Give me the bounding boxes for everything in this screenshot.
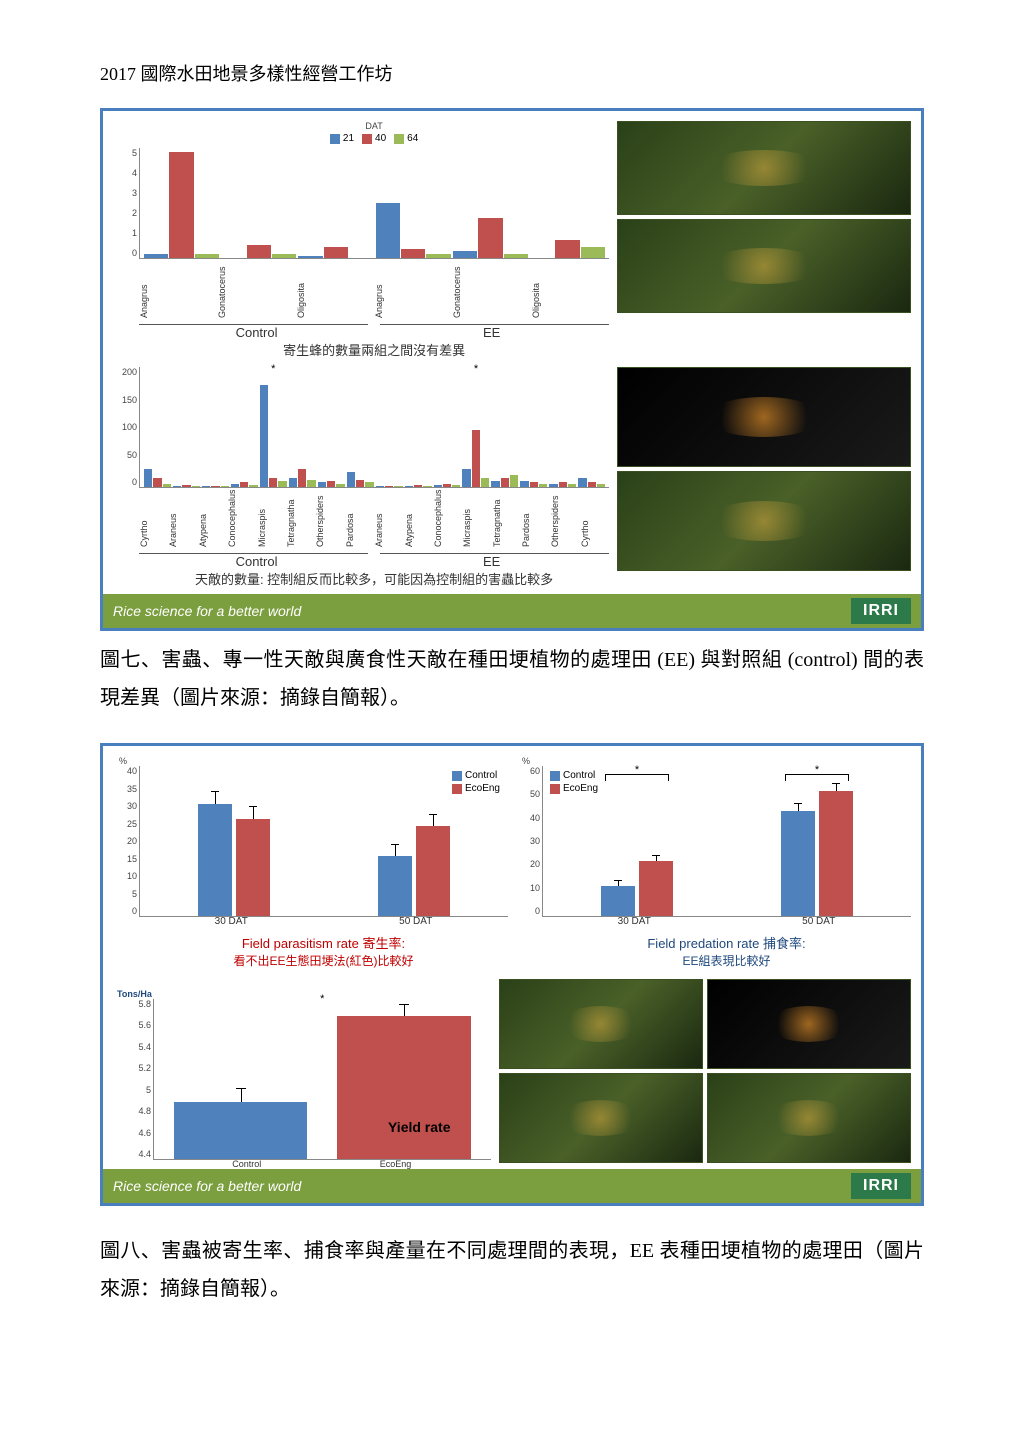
insect-photo <box>617 471 911 571</box>
chartA-title-en: Field parasitism rate <box>242 936 359 951</box>
chart2-yticks: 200 150 100 50 0 <box>115 367 137 487</box>
slide-footer: Rice science for a better world IRRI <box>103 1169 921 1203</box>
chartB-cats: 30 DAT 50 DAT <box>542 916 911 927</box>
chartC-cats: Control EcoEng <box>153 1159 491 1169</box>
group-ee: EE <box>374 554 609 569</box>
page-header: 2017 國際水田地景多樣性經營工作坊 <box>100 60 924 86</box>
chartA-yticks: 4035302520151050 <box>115 766 137 916</box>
chart1-categories: AnagrusGonatocerusOligositaAnagrusGonato… <box>139 258 609 320</box>
chartC-label: Yield rate <box>388 1119 451 1135</box>
insect-photo <box>617 367 911 467</box>
chartA-cats: 30 DAT 50 DAT <box>139 916 508 927</box>
insect-photo <box>499 979 703 1069</box>
group-control: Control <box>139 325 374 340</box>
group-ee: EE <box>374 325 609 340</box>
chartB-bars: ** <box>542 766 911 917</box>
irri-logo: IRRI <box>851 1173 911 1199</box>
chartC-bars: * <box>153 999 491 1160</box>
chartA-subtitle: 看不出EE生態田埂法(紅色)比較好 <box>139 952 508 969</box>
chartC-yticks: 5.85.65.45.254.84.64.4 <box>123 999 151 1159</box>
chartB-title-en: Field predation rate <box>647 936 759 951</box>
chart2-bars: ** <box>139 367 609 488</box>
group-control: Control <box>139 554 374 569</box>
insect-photo <box>499 1073 703 1163</box>
figure-7-slide: DAT 21 40 64 5 4 3 2 1 <box>100 108 924 631</box>
chart2-categories: CyrthoAraneusAtypenaConocephalusMicraspi… <box>139 487 609 549</box>
footer-tagline: Rice science for a better world <box>113 1178 301 1194</box>
chart2-note: 天敵的數量: 控制組反而比較多，可能因為控制組的害蟲比較多 <box>139 569 609 594</box>
chartC-ylabel: Tons/Ha <box>117 989 491 999</box>
chart1-note: 寄生蜂的數量兩組之間沒有差異 <box>139 340 609 359</box>
chart1-legend: DAT <box>139 121 609 131</box>
legend-title: DAT <box>365 121 382 131</box>
chartA-ylabel: % <box>119 756 508 766</box>
chartB-yticks: 6050403020100 <box>518 766 540 916</box>
chart1-yticks: 5 4 3 2 1 0 <box>115 148 137 258</box>
chartA-bars <box>139 766 508 917</box>
figure-7-caption: 圖七、害蟲、專一性天敵與廣食性天敵在種田埂植物的處理田 (EE) 與對照組 (c… <box>100 641 924 717</box>
insect-photo <box>707 1073 911 1163</box>
chartB-subtitle: EE組表現比較好 <box>542 952 911 969</box>
chartA-title-zh: 寄生率: <box>363 936 406 951</box>
insect-photo <box>617 121 911 215</box>
insect-photo <box>707 979 911 1069</box>
chartB-title-zh: 捕食率: <box>763 936 806 951</box>
chartB-ylabel: % <box>522 756 911 766</box>
slide-footer: Rice science for a better world IRRI <box>103 594 921 628</box>
irri-logo: IRRI <box>851 598 911 624</box>
chart1-bars <box>139 148 609 259</box>
footer-tagline: Rice science for a better world <box>113 603 301 619</box>
figure-8-slide: % 4035302520151050 Control EcoEng 30 DAT <box>100 743 924 1206</box>
figure-8-caption: 圖八、害蟲被寄生率、捕食率與產量在不同處理間的表現，EE 表種田埂植物的處理田（… <box>100 1232 924 1308</box>
chart1-legend-items: 21 40 64 <box>139 133 609 144</box>
insect-photo <box>617 219 911 313</box>
